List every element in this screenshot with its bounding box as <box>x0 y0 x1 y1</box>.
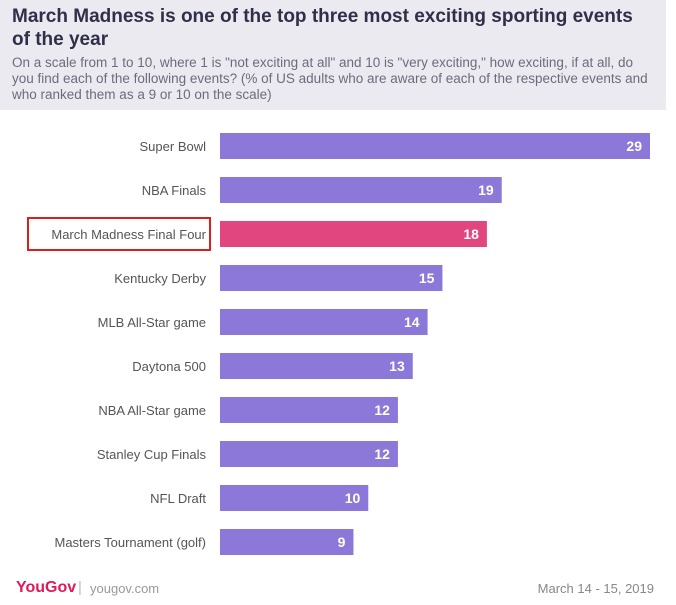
value-label-nba-all-star-game: 12 <box>374 402 390 418</box>
category-label-march-madness-final-four: March Madness Final Four <box>51 227 206 242</box>
yougov-logo: YouGov <box>16 579 77 596</box>
category-label-nba-all-star-game: NBA All-Star game <box>98 403 206 418</box>
value-label-nfl-draft: 10 <box>345 490 361 506</box>
footer-separator: | <box>78 579 82 596</box>
category-label-mlb-all-star-game: MLB All-Star game <box>98 315 206 330</box>
highlight-box <box>27 217 211 251</box>
category-label-nfl-draft: NFL Draft <box>150 491 206 506</box>
value-label-super-bowl: 29 <box>626 138 642 154</box>
bar-kentucky-derby <box>220 265 443 291</box>
bar-nba-all-star-game <box>220 397 398 423</box>
category-label-kentucky-derby: Kentucky Derby <box>114 271 206 286</box>
footer-site: yougov.com <box>90 581 160 596</box>
value-label-mlb-all-star-game: 14 <box>404 314 420 330</box>
bar-stanley-cup-finals <box>220 441 398 467</box>
bar-chart-svg: Super Bowl 29 NBA Finals 19 March Madness Fi… <box>27 133 650 555</box>
bar-nba-finals <box>220 177 502 203</box>
value-label-masters-tournament-golf: 9 <box>338 534 346 550</box>
footer: YouGov | yougov.com March 14 - 15, 2019 <box>0 575 676 605</box>
chart-subtitle: On a scale from 1 to 10, where 1 is "not… <box>12 55 648 102</box>
bar-daytona-500 <box>220 353 413 379</box>
value-label-kentucky-derby: 15 <box>419 270 435 286</box>
value-label-march-madness-final-four: 18 <box>463 226 479 242</box>
category-label-stanley-cup-finals: Stanley Cup Finals <box>97 447 207 462</box>
value-label-stanley-cup-finals: 12 <box>374 446 390 462</box>
bar-nfl-draft <box>220 485 369 511</box>
bar-mlb-all-star-game <box>220 309 428 335</box>
category-label-nba-finals: NBA Finals <box>142 183 207 198</box>
category-label-daytona-500: Daytona 500 <box>132 359 206 374</box>
header-panel: March Madness is one of the top three mo… <box>0 0 666 110</box>
chart-title: March Madness is one of the top three mo… <box>12 6 633 50</box>
bar-chart: Super Bowl 29 NBA Finals 19 March Madness Fi… <box>0 125 676 565</box>
bar-march-madness-final-four <box>220 221 487 247</box>
value-label-daytona-500: 13 <box>389 358 405 374</box>
footer-date: March 14 - 15, 2019 <box>537 581 654 596</box>
bar-masters-tournament-golf <box>220 529 354 555</box>
category-label-masters-tournament-golf: Masters Tournament (golf) <box>55 535 207 550</box>
value-label-nba-finals: 19 <box>478 182 494 198</box>
bar-super-bowl <box>220 133 650 159</box>
category-label-super-bowl: Super Bowl <box>140 139 207 154</box>
